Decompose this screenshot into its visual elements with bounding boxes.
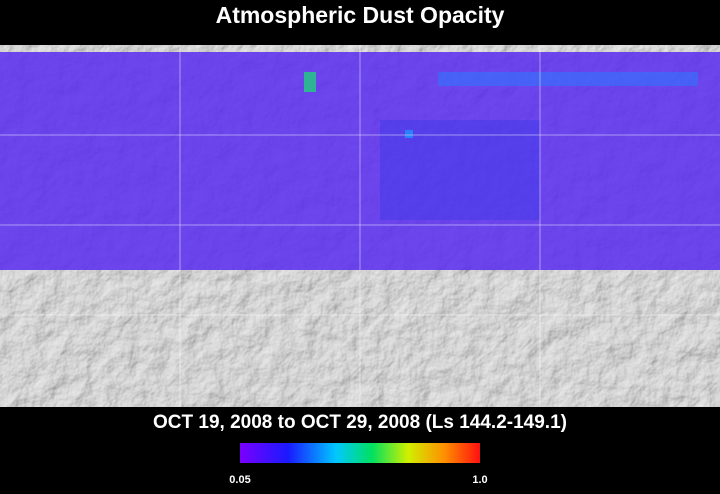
mars-map	[0, 45, 720, 407]
title: Atmospheric Dust Opacity	[216, 2, 505, 28]
period: OCT 19, 2008 to OCT 29, 2008 (Ls 144.2-1…	[153, 412, 567, 433]
opacity-patch	[304, 72, 316, 92]
opacity-overlay	[0, 52, 720, 270]
graticule	[0, 45, 720, 407]
colorbar-label: 0.05	[229, 474, 250, 486]
colorbar	[240, 443, 480, 463]
opacity-patch	[405, 130, 413, 138]
opacity-patch	[438, 72, 698, 86]
colorbar-label: 1.0	[472, 474, 487, 486]
